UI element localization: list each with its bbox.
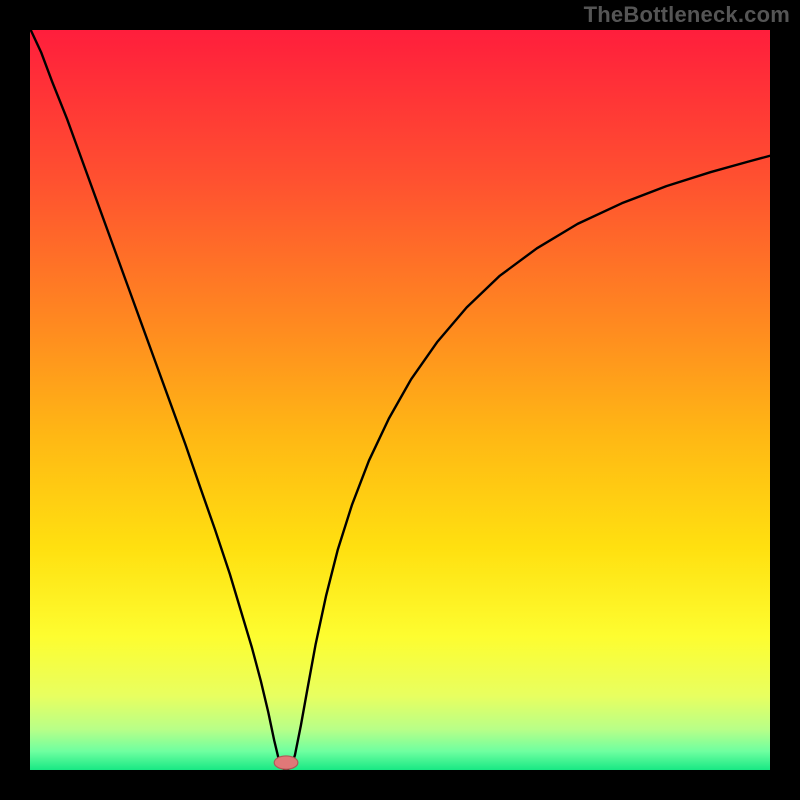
minimum-marker [274,756,298,769]
watermark-text: TheBottleneck.com [584,2,790,28]
plot-svg [30,30,770,770]
chart-container: TheBottleneck.com [0,0,800,800]
plot-area [30,30,770,770]
